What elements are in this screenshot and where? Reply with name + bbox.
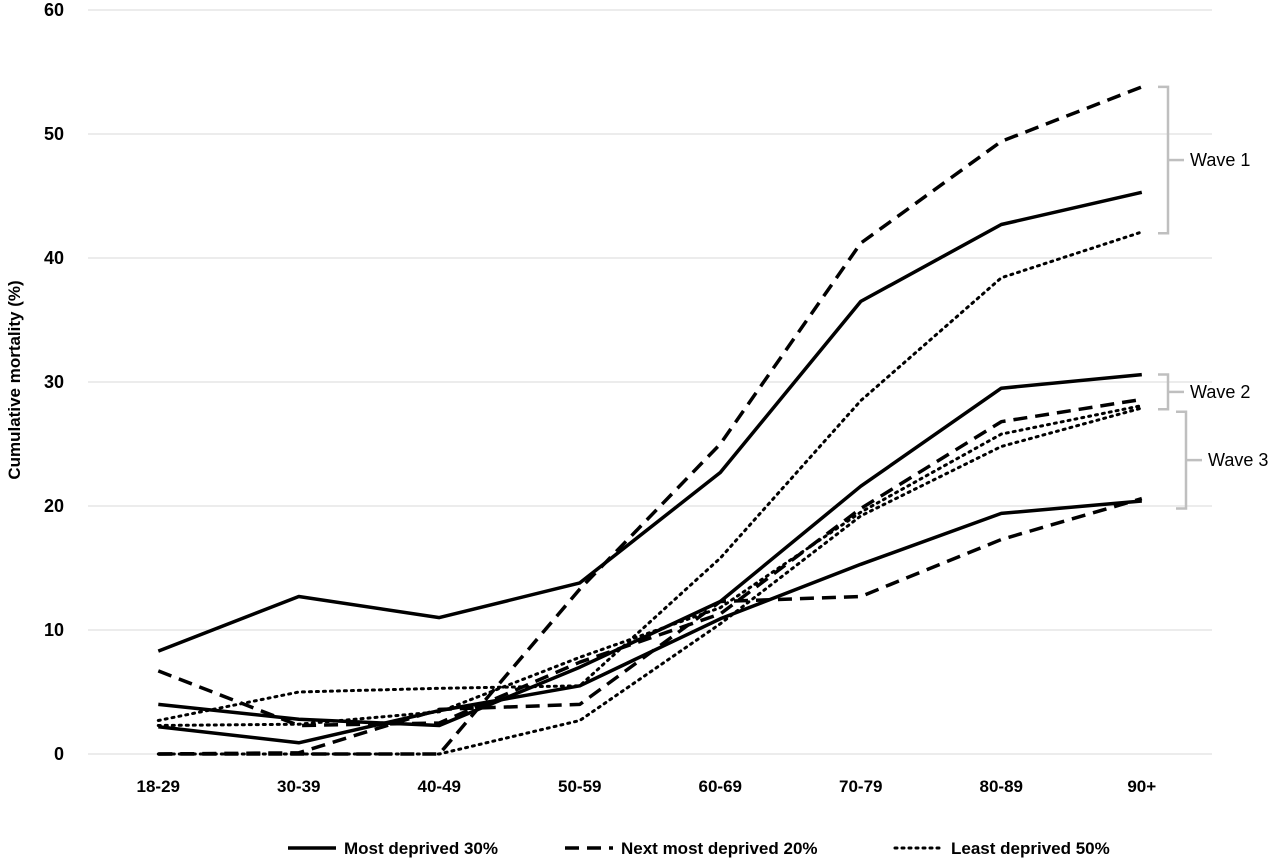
y-tick-label: 40 [44, 248, 64, 268]
legend-label-least-deprived: Least deprived 50% [951, 839, 1110, 858]
wave-bracket [1176, 410, 1188, 510]
x-tick-label: 50-59 [558, 777, 601, 796]
y-tick-label: 60 [44, 0, 64, 20]
legend-item-most-deprived: Most deprived 30% [288, 839, 498, 858]
x-tick-label: 70-79 [839, 777, 882, 796]
series-lines [156, 85, 1144, 756]
y-tick-label: 50 [44, 124, 64, 144]
x-tick-label: 40-49 [418, 777, 461, 796]
series-line-wave-1-dotted [156, 230, 1144, 722]
x-tick-label: 30-39 [277, 777, 320, 796]
series-line-wave-1-solid [157, 190, 1143, 653]
x-tick-label: 18-29 [137, 777, 180, 796]
gridlines [88, 9, 1212, 755]
series-line-wave-3-dashed [158, 496, 1143, 756]
wave-label: Wave 1 [1190, 150, 1250, 170]
legend-label-next-most-deprived: Next most deprived 20% [621, 839, 818, 858]
series-line-wave-2-solid [158, 372, 1142, 728]
y-tick-label: 20 [44, 496, 64, 516]
wave-bracket [1158, 373, 1170, 411]
x-axis-ticks: 18-29 30-39 40-49 50-59 60-69 70-79 80-89 90+ [137, 777, 1157, 796]
y-tick-label: 0 [54, 744, 64, 764]
wave-annotations: Wave 1 Wave 2 Wave 3 [1158, 85, 1268, 510]
wave-label: Wave 3 [1208, 450, 1268, 470]
legend-label-most-deprived: Most deprived 30% [344, 839, 498, 858]
series-line-wave-2-dotted [156, 404, 1144, 727]
series-line-wave-2-dashed [157, 397, 1143, 728]
legend-item-next-most-deprived: Next most deprived 20% [565, 839, 818, 858]
y-axis-ticks: 0 10 20 30 40 50 60 [44, 0, 64, 764]
x-tick-label: 60-69 [699, 777, 742, 796]
wave-bracket [1158, 85, 1170, 235]
x-tick-label: 90+ [1127, 777, 1156, 796]
y-axis-label: Cumulative mortality (%) [5, 280, 24, 479]
y-tick-label: 30 [44, 372, 64, 392]
x-tick-label: 80-89 [980, 777, 1023, 796]
legend: Most deprived 30% Next most deprived 20%… [288, 839, 1110, 858]
series-line-wave-3-dotted [156, 406, 1144, 756]
y-tick-label: 10 [44, 620, 64, 640]
legend-item-least-deprived: Least deprived 50% [893, 839, 1110, 858]
wave-label: Wave 2 [1190, 382, 1250, 402]
